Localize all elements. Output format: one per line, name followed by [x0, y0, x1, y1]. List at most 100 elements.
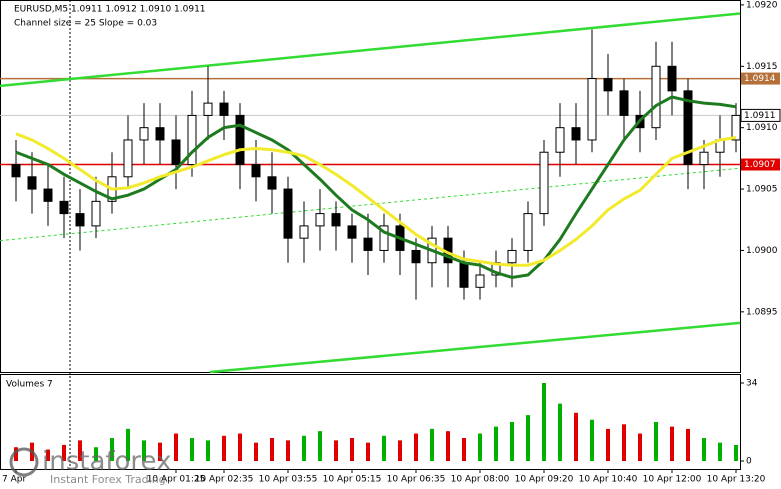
x-tick-label: 10 Apr 12:00	[643, 475, 702, 485]
candle-body	[523, 213, 533, 251]
y-tick-label: 1.0905	[746, 185, 778, 195]
y-tick-label: 1.0895	[746, 307, 778, 317]
candle-body	[283, 188, 293, 239]
candle-body	[251, 164, 261, 178]
volume-bar	[94, 447, 98, 461]
price-panel	[0, 0, 741, 373]
y-tick-label: 1.0915	[746, 62, 778, 72]
candle-body	[75, 213, 85, 227]
candle-body	[587, 78, 597, 141]
x-tick-label: 10 Apr 05:15	[323, 475, 382, 485]
volume-bar	[382, 435, 386, 461]
y-tick-label: 1.0910	[746, 123, 778, 133]
volume-bar	[702, 438, 706, 461]
volume-bar	[366, 442, 370, 461]
volume-bar	[350, 438, 354, 461]
volume-bar	[510, 422, 514, 461]
trend-line	[0, 12, 741, 88]
tagline: Instant Forex Trading	[50, 473, 166, 486]
x-tick-label: 10 Apr 13:20	[707, 475, 766, 485]
candle-body	[315, 213, 325, 227]
candle-body	[603, 78, 613, 92]
candle-body	[667, 65, 677, 92]
moving-average	[15, 95, 737, 280]
candle-body	[219, 102, 229, 116]
level-label-box	[740, 108, 781, 122]
header-indicator: Channel size = 25 Slope = 0.03	[14, 19, 157, 29]
candle-body	[43, 188, 53, 202]
volume-bar	[254, 442, 258, 461]
candle-body	[139, 127, 149, 141]
candle-body	[651, 65, 661, 129]
candle-body	[91, 200, 101, 227]
candle-body	[123, 139, 133, 178]
level-label: 1.0907	[744, 160, 776, 170]
candle-body	[363, 237, 373, 251]
logo-icon	[9, 447, 39, 477]
volume-bar	[542, 383, 546, 461]
volume-panel	[0, 374, 741, 470]
candle-body	[347, 225, 357, 239]
candle-body	[331, 213, 341, 227]
volume-bar	[190, 438, 194, 461]
candle-body	[203, 102, 213, 116]
volume-bar	[638, 433, 642, 461]
volume-bar	[222, 435, 226, 461]
x-tick-label: 10 Apr 09:20	[515, 475, 574, 485]
x-tick-label: 10 Apr 03:55	[259, 475, 318, 485]
volume-bar	[606, 428, 610, 461]
brand: instaforex	[42, 447, 171, 477]
volume-bar	[334, 440, 338, 461]
volume-bar	[110, 438, 114, 461]
candle-body	[475, 274, 485, 288]
level-label: 1.0914	[744, 74, 776, 84]
candle-body	[731, 114, 741, 141]
candle-body	[27, 176, 37, 190]
volume-bar	[62, 444, 66, 461]
candle-body	[539, 151, 549, 215]
volume-bar	[126, 428, 130, 461]
volume-bar	[590, 419, 594, 461]
volume-bar	[494, 426, 498, 461]
candle-body	[379, 225, 389, 251]
volume-bar	[574, 412, 578, 461]
volume-bar	[206, 440, 210, 461]
volume-bar	[734, 444, 738, 461]
volume-bar	[46, 449, 50, 461]
volume-bar	[142, 440, 146, 461]
x-tick-label: 10 Apr 08:00	[451, 475, 510, 485]
volume-bar	[270, 438, 274, 461]
volume-bar	[430, 428, 434, 461]
x-tick-label: 10 Apr 10:40	[579, 475, 638, 485]
volume-bar	[398, 440, 402, 461]
x-tick-label: 10 Apr 01:25	[147, 475, 206, 485]
candle-body	[187, 114, 197, 166]
volume-bar	[158, 442, 162, 461]
volume-bar	[78, 440, 82, 461]
volume-bar	[654, 422, 658, 461]
watermark: instaforex Instant Forex Trading	[9, 447, 171, 486]
volume-bar	[558, 403, 562, 461]
candle-body	[411, 249, 421, 264]
x-tick-label: 10 Apr 02:35	[195, 475, 254, 485]
volume-bar	[414, 433, 418, 461]
volume-bar	[446, 431, 450, 461]
y-tick-label: 1.0900	[746, 246, 778, 256]
volume-title: Volumes 7	[6, 380, 53, 390]
level-label: 1.0911	[744, 111, 776, 121]
trend-line	[209, 321, 741, 374]
volume-bar	[14, 447, 18, 461]
trend-line	[0, 167, 741, 242]
candle-body	[619, 90, 629, 116]
candle-body	[459, 262, 469, 288]
candle-body	[235, 114, 245, 166]
volume-bar	[718, 442, 722, 461]
x-tick-label: 7 Apr	[2, 475, 26, 485]
volume-tick-label: 34	[746, 379, 758, 389]
volume-bar	[686, 428, 690, 461]
header-symbol: EURUSD,M5 1.0911 1.0912 1.0910 1.0911	[14, 5, 206, 15]
candle-body	[555, 127, 565, 153]
volume-bar	[462, 438, 466, 461]
